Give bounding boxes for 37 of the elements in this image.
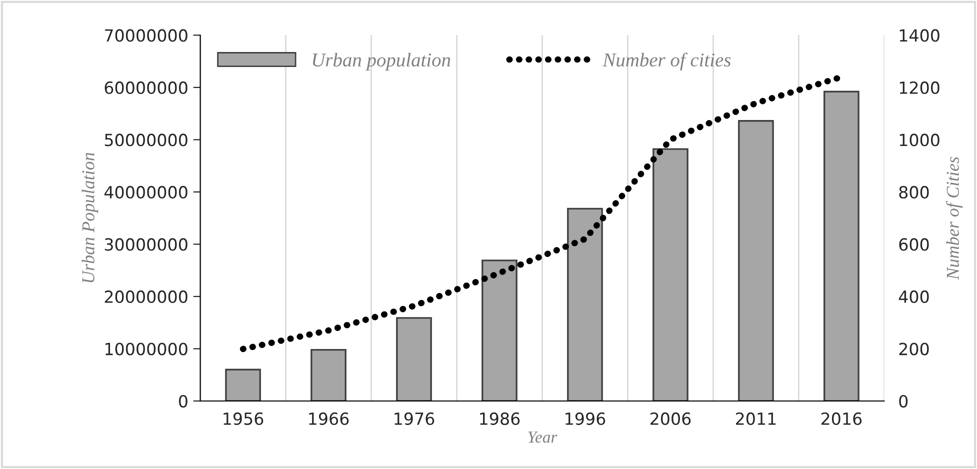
bar (738, 120, 774, 401)
y-tick-label: 70000000 (105, 29, 188, 42)
x-tick-label: 1986 (480, 412, 520, 426)
x-tick-label: 1976 (394, 412, 434, 426)
y-tick-label: 20000000 (104, 290, 188, 304)
y-axis-title: Urban Population (82, 152, 98, 282)
x-tick-label: 2006 (650, 412, 691, 426)
x-tick-label: 2016 (821, 412, 862, 426)
bar (652, 148, 688, 401)
x-tick-label: 1966 (309, 412, 349, 426)
y2-tick-label: 200 (899, 342, 929, 356)
y-tick-label: 0 (178, 394, 188, 408)
y2-tick-label: 400 (898, 290, 929, 304)
x-tick-label: 1956 (224, 412, 264, 426)
y-tick-label: 50000000 (104, 134, 188, 146)
bar (310, 348, 346, 401)
bar (396, 317, 432, 401)
bar (482, 260, 518, 401)
bar (225, 368, 261, 401)
y-tick-label: 30000000 (104, 238, 188, 251)
x-axis-title: Year (528, 432, 558, 443)
y-tick-label: 10000000 (105, 342, 188, 356)
y2-tick-label: 1400 (900, 29, 940, 42)
bar (824, 90, 860, 401)
x-tick-label: 2011 (736, 412, 776, 426)
y2-tick-label: 600 (899, 238, 929, 251)
x-tick-label: 1996 (566, 412, 606, 426)
y2-tick-label: 1000 (900, 134, 940, 146)
legend-label: Number of cities (602, 52, 731, 71)
y2-tick-label: 0 (899, 394, 908, 408)
y2-axis-title: Number of Cities (946, 156, 963, 280)
y-tick-label: 60000000 (104, 81, 188, 94)
y2-tick-label: 800 (899, 186, 929, 199)
legend-label: Urban population (312, 52, 450, 71)
y2-tick-label: 1200 (900, 81, 940, 94)
y-tick-label: 40000000 (104, 186, 188, 199)
bar (567, 208, 603, 401)
